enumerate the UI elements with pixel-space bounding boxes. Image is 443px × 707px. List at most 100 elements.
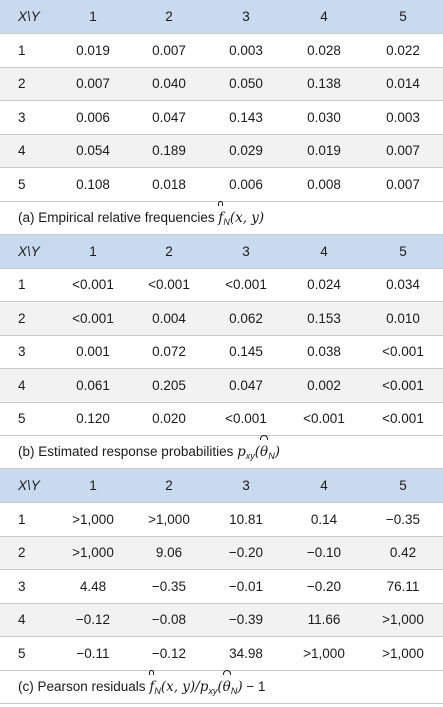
row-label: 2 bbox=[0, 535, 55, 570]
table-cell: 0.205 bbox=[131, 368, 207, 402]
table-cell: 0.007 bbox=[363, 133, 443, 168]
table-cell: 0.189 bbox=[131, 133, 207, 168]
row-label: 4 bbox=[0, 368, 55, 402]
table-cell: 0.072 bbox=[131, 334, 207, 369]
column-header: 2 bbox=[131, 234, 207, 268]
column-header: 4 bbox=[285, 234, 363, 268]
column-header: 2 bbox=[131, 469, 207, 503]
table-a-caption: (a) Empirical relative frequencies fN(x,… bbox=[0, 200, 443, 235]
subscript: xy bbox=[208, 685, 218, 696]
estimator-f-symbol: f bbox=[149, 669, 155, 703]
table-row: 5 0.108 0.018 0.006 0.008 0.007 bbox=[0, 167, 443, 201]
table-cell: 11.66 bbox=[285, 602, 363, 637]
open-paren: ( bbox=[254, 444, 261, 460]
p-symbol: p bbox=[237, 444, 246, 460]
estimator-f-symbol: f bbox=[218, 200, 224, 234]
table-cell: −0.10 bbox=[285, 535, 363, 570]
column-header: 5 bbox=[363, 0, 443, 34]
table-row: 1 >1,000 >1,000 10.81 0.14 −0.35 bbox=[0, 502, 443, 536]
table-cell: 0.020 bbox=[131, 401, 207, 435]
table-cell: <0.001 bbox=[207, 267, 285, 302]
table-row: 4 0.054 0.189 0.029 0.019 0.007 bbox=[0, 133, 443, 168]
column-header: 1 bbox=[55, 234, 131, 268]
table-cell: 0.047 bbox=[131, 100, 207, 134]
theta-hat-symbol: θ bbox=[260, 435, 269, 468]
row-label: 5 bbox=[0, 401, 55, 435]
table-cell: 0.061 bbox=[55, 368, 131, 402]
table-cell: 0.153 bbox=[285, 301, 363, 335]
table-cell: −0.08 bbox=[131, 602, 207, 637]
table-cell: 0.143 bbox=[207, 100, 285, 134]
row-label: 2 bbox=[0, 66, 55, 101]
table-cell: −0.01 bbox=[207, 569, 285, 603]
table-cell: −0.11 bbox=[55, 636, 131, 670]
table-row: 2 0.007 0.040 0.050 0.138 0.014 bbox=[0, 66, 443, 101]
table-row: 5 0.120 0.020 <0.001 <0.001 <0.001 bbox=[0, 401, 443, 435]
table-c-caption: (c) Pearson residuals fN(x, y)/pxy(θN) −… bbox=[0, 669, 443, 704]
row-label: 3 bbox=[0, 569, 55, 603]
table-row: 1 0.019 0.007 0.003 0.028 0.022 bbox=[0, 33, 443, 67]
table-b-caption: (b) Estimated response probabilities pxy… bbox=[0, 435, 443, 469]
table-cell: 0.006 bbox=[207, 167, 285, 201]
table-cell: 76.11 bbox=[363, 569, 443, 603]
table-b-estimated-probabilities: X\Y 1 2 3 4 5 1 <0.001 <0.001 <0.001 0.0… bbox=[0, 234, 443, 435]
column-header: 5 bbox=[363, 469, 443, 503]
table-row: 4 0.061 0.205 0.047 0.002 <0.001 bbox=[0, 368, 443, 402]
corner-label: X\Y bbox=[0, 469, 55, 503]
table-cell: −0.39 bbox=[207, 602, 285, 637]
table-cell: −0.35 bbox=[363, 502, 443, 536]
table-cell: <0.001 bbox=[363, 334, 443, 369]
table-cell: 0.006 bbox=[55, 100, 131, 134]
table-cell: <0.001 bbox=[207, 401, 285, 435]
table-cell: 0.040 bbox=[131, 66, 207, 101]
table-cell: >1,000 bbox=[363, 602, 443, 637]
close-paren: ) bbox=[274, 444, 280, 460]
row-label: 2 bbox=[0, 301, 55, 335]
row-label: 1 bbox=[0, 267, 55, 302]
table-cell: <0.001 bbox=[55, 267, 131, 302]
table-cell: −0.35 bbox=[131, 569, 207, 603]
caption-text: (b) Estimated response probabilities bbox=[18, 444, 238, 459]
table-cell: 0.019 bbox=[55, 33, 131, 67]
table-cell: −0.20 bbox=[207, 535, 285, 570]
table-cell: 0.003 bbox=[363, 100, 443, 134]
table-cell: 0.14 bbox=[285, 502, 363, 536]
table-cell: >1,000 bbox=[363, 636, 443, 670]
row-label: 1 bbox=[0, 502, 55, 536]
math-args: (x, y) bbox=[229, 209, 265, 226]
table-row: 3 0.001 0.072 0.145 0.038 <0.001 bbox=[0, 334, 443, 369]
table-header-row: X\Y 1 2 3 4 5 bbox=[0, 469, 443, 503]
table-cell: 10.81 bbox=[207, 502, 285, 536]
subscript: N bbox=[268, 451, 275, 461]
table-a-empirical-frequencies: X\Y 1 2 3 4 5 1 0.019 0.007 0.003 0.028 … bbox=[0, 0, 443, 201]
column-header: 4 bbox=[285, 469, 363, 503]
column-header: 1 bbox=[55, 0, 131, 34]
table-cell: >1,000 bbox=[55, 502, 131, 536]
table-cell: 0.010 bbox=[363, 301, 443, 335]
table-cell: 0.028 bbox=[285, 33, 363, 67]
table-row: 3 0.006 0.047 0.143 0.030 0.003 bbox=[0, 100, 443, 134]
row-label: 5 bbox=[0, 167, 55, 201]
table-cell: 0.047 bbox=[207, 368, 285, 402]
theta-hat-symbol: θ bbox=[222, 669, 231, 703]
column-header: 2 bbox=[131, 0, 207, 34]
row-label: 5 bbox=[0, 636, 55, 670]
corner-label: X\Y bbox=[0, 234, 55, 268]
column-header: 4 bbox=[285, 0, 363, 34]
column-header: 3 bbox=[207, 469, 285, 503]
table-header-row: X\Y 1 2 3 4 5 bbox=[0, 0, 443, 34]
row-label: 1 bbox=[0, 33, 55, 67]
table-cell: 0.003 bbox=[207, 33, 285, 67]
subscript: N bbox=[223, 216, 230, 227]
table-cell: −0.12 bbox=[55, 602, 131, 637]
table-cell: <0.001 bbox=[363, 368, 443, 402]
table-cell: >1,000 bbox=[131, 502, 207, 536]
table-cell: 9.06 bbox=[131, 535, 207, 570]
table-row: 4 −0.12 −0.08 −0.39 11.66 >1,000 bbox=[0, 602, 443, 637]
table-cell: 0.054 bbox=[55, 133, 131, 168]
table-row: 2 >1,000 9.06 −0.20 −0.10 0.42 bbox=[0, 535, 443, 570]
table-cell: −0.20 bbox=[285, 569, 363, 603]
column-header: 1 bbox=[55, 469, 131, 503]
table-cell: 0.050 bbox=[207, 66, 285, 101]
